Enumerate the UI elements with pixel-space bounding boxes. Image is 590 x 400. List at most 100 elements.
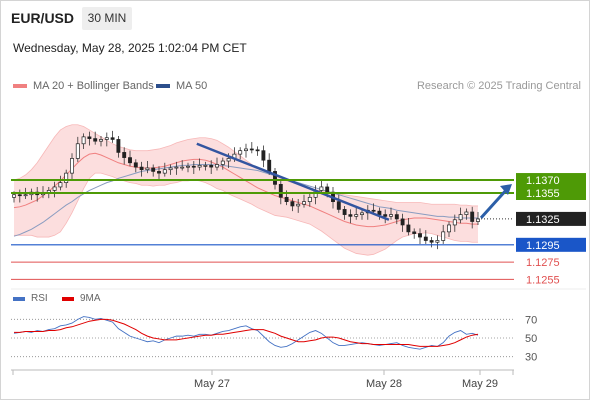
level-tag-bg [516,186,586,200]
resistance-trendline [196,142,390,221]
symbol-title: EUR/USD [11,10,75,26]
bollinger-upper [13,124,478,207]
rsi-tick-label: 30 [525,352,537,364]
candle-body [394,214,399,220]
candle-body [296,203,301,207]
candle-body [435,240,440,243]
candle-body [226,158,231,162]
candle-body [151,167,156,172]
candle-body [389,214,393,217]
candle-body [52,186,57,191]
candle-body [215,164,219,168]
level-label-1.1355: 1.1355 [526,188,560,200]
candle-body [191,165,196,168]
candle-body [17,194,22,197]
candle-body [458,214,463,221]
forecast-arrow-head [500,184,512,196]
candle-body [122,152,127,158]
candle-body [203,165,208,167]
candle-body [104,137,109,140]
candle-body [464,211,469,215]
candle-body [23,194,28,197]
legend-ma20: MA 20 + Bollinger Bands [13,80,154,92]
ma50-line [13,164,478,237]
candle-body [81,136,86,145]
x-tick-label: May 27 [194,378,230,390]
candle-body [12,194,16,198]
candle-body [64,172,69,183]
level-tag-bg [516,237,586,252]
candle-body [319,186,324,191]
candle-body [470,211,475,222]
candle-body [249,148,254,151]
candle-body [128,157,132,164]
legend-rsi-swatch [13,296,25,301]
candle-body [348,214,353,217]
candle-body [406,224,411,233]
candle-body [360,212,364,215]
candle-body [145,167,150,171]
candle-body [429,240,434,243]
candle-body [418,233,422,238]
candle-body [354,214,359,217]
candle-body [412,231,417,234]
candle-body [75,143,80,159]
legend-ma50-swatch [156,84,170,88]
research-credit: Research © 2025 Trading Central [416,80,581,92]
candle-body [116,139,121,153]
candle-body [162,169,167,174]
chart-datetime: Wednesday, May 28, 2025 1:02:04 PM CET [13,41,247,55]
candle-body [284,196,289,202]
candle-body [267,159,272,172]
candle-body [168,167,173,171]
candle-body [447,224,451,233]
candle-body [238,150,243,155]
timeframe-button[interactable]: 30 MIN [82,7,132,30]
candle-body [336,201,341,210]
legend-9ma-swatch [62,296,74,301]
candle-body [377,210,382,215]
legend-9ma-label: 9MA [80,293,101,304]
rsi-tick-label: 70 [525,314,537,326]
legend-rsi: RSI [13,293,48,304]
candle-body [290,201,295,207]
candle-body [87,136,92,139]
candle-body [400,218,405,226]
legend-ma50-label: MA 50 [176,80,208,92]
candle-body [133,162,138,168]
level-label-1.1275: 1.1275 [526,257,560,269]
level-label-last: 1.1325 [526,214,560,226]
candle-body [302,201,306,205]
candle-body [197,165,202,168]
candle-body [139,166,144,171]
legend-rsi-label: RSI [31,293,48,304]
legend-9ma: 9MA [62,293,101,304]
candle-body [307,196,312,202]
candle-body [371,209,376,212]
legend-ma20-label: MA 20 + Bollinger Bands [33,80,154,92]
candle-body [441,231,446,241]
rsi-tick-label: 50 [525,333,537,345]
level-label-1.1295: 1.1295 [526,240,560,252]
candle-body [278,184,283,198]
level-label-1.1255: 1.1255 [526,274,560,286]
rsi-ma9-line [14,318,479,347]
legend-ma20-swatch [13,84,27,88]
candle-body [157,171,161,174]
candle-body [70,158,74,174]
bollinger-lower [14,172,478,256]
candle-body [110,137,115,140]
legend-ma50: MA 50 [156,80,207,92]
candle-body [180,166,185,169]
level-label-1.1370: 1.1370 [526,175,560,187]
level-tag-bg [516,211,586,226]
candle-body [174,166,179,169]
forecast-arrow-shaft [479,187,510,219]
candle-body [342,209,347,215]
candle-body [255,149,260,152]
candle-body [99,139,103,142]
candle-body [209,165,214,168]
x-tick-label: May 29 [462,378,498,390]
candle-body [273,171,277,185]
